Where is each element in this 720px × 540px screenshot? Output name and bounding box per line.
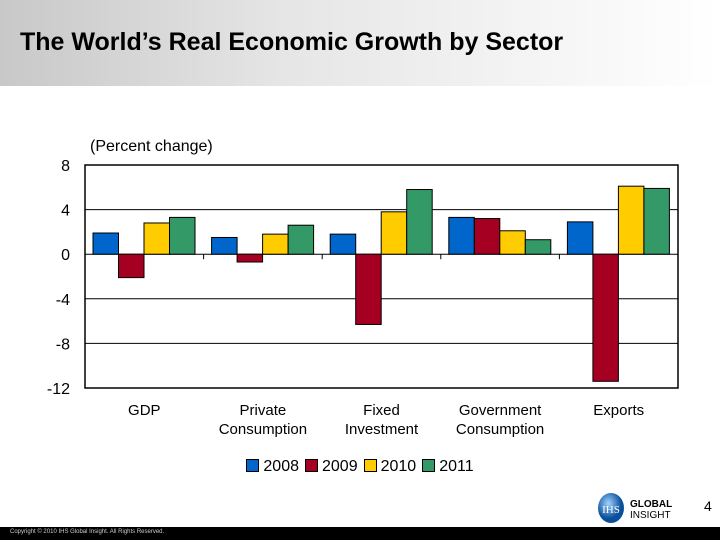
x-label-line: Exports — [593, 402, 644, 419]
plot-frame — [84, 164, 679, 389]
bar-2008 — [566, 221, 594, 255]
chart-subtitle: (Percent change) — [90, 138, 213, 155]
title-banner — [0, 0, 720, 86]
y-tick-label: -4 — [56, 292, 70, 309]
bar-2011 — [169, 216, 196, 255]
legend-label: 2009 — [322, 458, 358, 475]
svg-text:IHS: IHS — [602, 504, 620, 516]
x-label-line: Consumption — [456, 421, 544, 438]
x-label-line: Consumption — [219, 421, 307, 438]
bar-2008 — [329, 233, 357, 255]
y-tick-label: -12 — [47, 381, 70, 398]
legend-swatch — [422, 459, 436, 472]
x-category-label: Government Consumption — [456, 402, 544, 438]
x-category-label: GDP — [128, 402, 161, 419]
bar-2011 — [406, 189, 433, 255]
legend-label: 2010 — [380, 458, 417, 475]
x-label-line: Private — [240, 402, 287, 419]
legend-item: 2009 — [305, 458, 358, 476]
legend-swatch — [246, 459, 260, 472]
ihs-global-insight-logo: IHS GLOBAL INSIGHT — [598, 493, 672, 523]
bar-2011 — [643, 187, 670, 255]
bar-2009 — [355, 253, 382, 325]
page-title: The World’s Real Economic Growth by Sect… — [20, 28, 564, 56]
x-label-line: Investment — [345, 421, 419, 438]
bar-2008 — [92, 232, 119, 255]
x-label-line: Government — [459, 402, 542, 419]
y-tick-label: 4 — [61, 203, 70, 220]
x-category-label: Private Consumption — [219, 402, 307, 438]
x-label-line: Fixed — [363, 402, 400, 419]
legend-item: 2008 — [246, 458, 299, 476]
copyright: Copyright © 2010 IHS Global Insight. All… — [10, 529, 165, 535]
svg-text:INSIGHT: INSIGHT — [630, 510, 671, 521]
legend-swatch — [305, 459, 318, 472]
y-tick-label: -8 — [56, 336, 70, 353]
legend: 2008 2009 2010 2011 — [0, 458, 720, 476]
bar-2010 — [380, 211, 408, 255]
legend-swatch — [363, 459, 377, 472]
bar-2009 — [473, 218, 501, 255]
legend-item: 2010 — [363, 458, 417, 476]
bar-2009 — [118, 253, 145, 279]
bar-2008 — [211, 236, 238, 255]
legend-item: 2011 — [422, 458, 474, 476]
legend-label: 2008 — [263, 458, 299, 475]
x-label-line: GDP — [128, 402, 161, 419]
bar-chart: 8 4 0 -4 -8 -12 GDP Private Consumption Fixed Inve… — [47, 158, 679, 438]
x-category-label: Fixed Investment — [345, 402, 419, 438]
bar-2010 — [262, 233, 289, 255]
bar-2011 — [524, 239, 552, 255]
legend-label: 2011 — [439, 458, 474, 475]
bar-2009 — [236, 253, 264, 263]
bar-2009 — [592, 253, 619, 382]
bar-2010 — [499, 230, 526, 255]
bar-2010 — [617, 185, 645, 255]
bar-2011 — [287, 224, 315, 255]
svg-text:GLOBAL: GLOBAL — [630, 499, 672, 510]
page-number: 4 — [704, 498, 712, 514]
y-tick-label: 0 — [61, 247, 70, 264]
bar-2008 — [448, 216, 475, 255]
bar-2010 — [143, 222, 170, 255]
y-tick-label: 8 — [61, 158, 70, 175]
footer-bar: Copyright © 2010 IHS Global Insight. All… — [0, 527, 720, 540]
x-category-label: Exports — [593, 402, 644, 419]
